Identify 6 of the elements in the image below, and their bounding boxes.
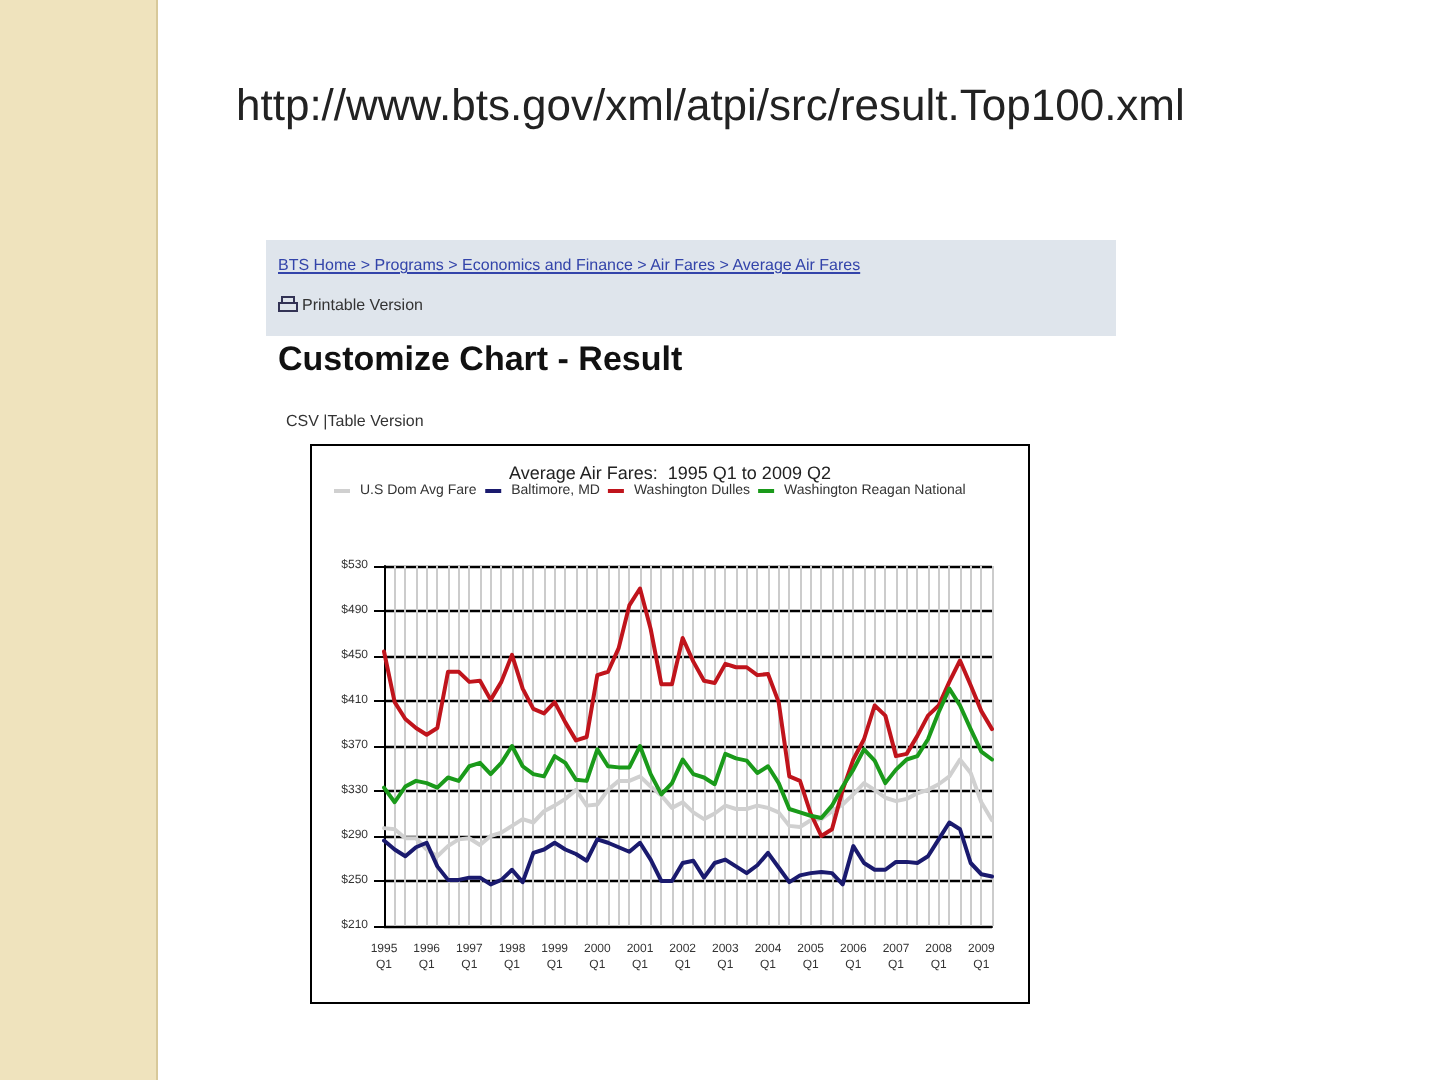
- chart-title: Average Air Fares: 1995 Q1 to 2009 Q2: [509, 463, 831, 483]
- text: BTS Home > Programs > Economics and Finance > Air Fares > Average Air Fares: [278, 256, 861, 274]
- text: Printable Version: [302, 296, 423, 314]
- text: Customize Chart - Result: [278, 340, 683, 380]
- text: CSV |Table Version: [286, 412, 424, 430]
- text: http://www.bts.gov/xml/atpi/src/result.Top100.xml: [236, 78, 1187, 134]
